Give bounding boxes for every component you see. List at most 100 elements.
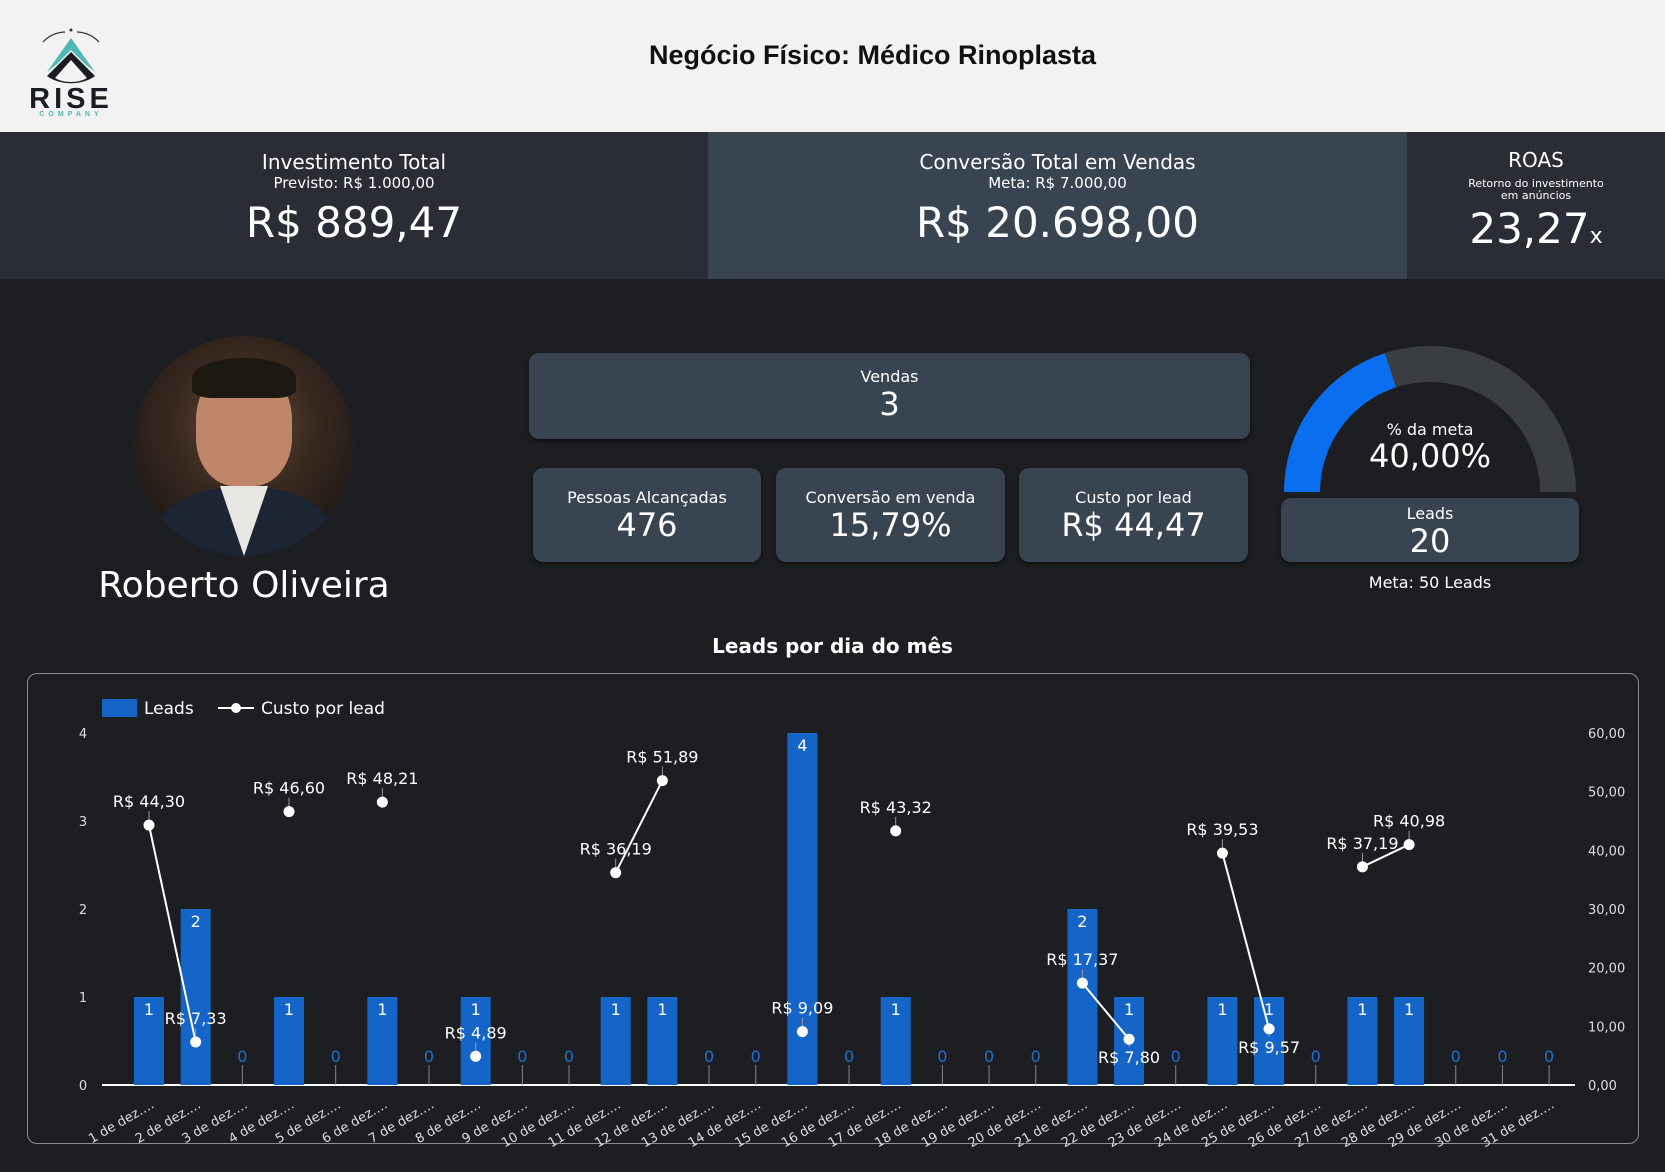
cpl-point xyxy=(1076,977,1088,989)
bar-value-label: 1 xyxy=(1124,1000,1134,1019)
bar-leads xyxy=(274,997,305,1085)
cpl-point xyxy=(610,867,622,879)
svg-text:COMPANY: COMPANY xyxy=(39,111,102,116)
leads-box: Leads 20 xyxy=(1281,498,1579,562)
cpl-point xyxy=(656,775,668,787)
bar-leads xyxy=(134,997,164,1085)
rise-company-logo: RISE COMPANY xyxy=(29,28,113,116)
cpl-point xyxy=(1216,847,1228,859)
left-axis-tick: 4 xyxy=(79,727,87,742)
cpl-value-label: R$ 51,89 xyxy=(626,748,698,767)
metric-value: 3 xyxy=(879,385,900,423)
bar-value-label: 0 xyxy=(564,1047,574,1066)
kpi-subtitle: em anúncios xyxy=(1500,189,1572,202)
bar-value-label: 0 xyxy=(984,1047,994,1066)
left-axis-tick: 1 xyxy=(79,991,87,1006)
bar-value-label: 0 xyxy=(517,1047,527,1066)
cpl-value-label: R$ 7,80 xyxy=(1098,1048,1160,1067)
right-axis-tick: 50,00 xyxy=(1588,786,1625,801)
bar-value-label: 0 xyxy=(1171,1047,1181,1066)
bar-leads xyxy=(880,997,911,1085)
cpl-value-label: R$ 17,37 xyxy=(1046,950,1118,969)
cpl-point xyxy=(190,1036,202,1048)
cpl-value-label: R$ 37,19 xyxy=(1326,834,1398,853)
left-axis-tick: 2 xyxy=(79,903,87,918)
cpl-point xyxy=(796,1026,808,1038)
cpl-value-label: R$ 39,53 xyxy=(1186,820,1258,839)
kpi-title: Conversão Total em Vendas xyxy=(919,150,1196,174)
metric-value: 476 xyxy=(616,506,678,544)
cpl-line-segment xyxy=(148,824,197,1043)
gauge-fill xyxy=(1284,353,1397,493)
profile-name: Roberto Oliveira xyxy=(98,565,390,606)
kpi-title: ROAS xyxy=(1508,148,1564,172)
bar-value-label: 1 xyxy=(377,1000,387,1019)
bar-leads xyxy=(647,997,678,1085)
cpl-line-segment xyxy=(614,780,664,874)
bar-value-label: 1 xyxy=(471,1000,481,1019)
bar-value-label: 0 xyxy=(1544,1047,1554,1066)
cpl-point xyxy=(143,819,155,831)
bar-value-label: 1 xyxy=(1264,1000,1274,1019)
bar-value-label: 1 xyxy=(1404,1000,1414,1019)
kpi-investimento-total: Investimento Total Previsto: R$ 1.000,00… xyxy=(0,132,708,279)
header: RISE COMPANY Negócio Físico: Médico Rino… xyxy=(0,0,1665,132)
page-title: Negócio Físico: Médico Rinoplasta xyxy=(648,40,1097,70)
right-axis-tick: 20,00 xyxy=(1588,962,1625,977)
bar-leads xyxy=(1394,997,1425,1085)
kpi-roas: ROAS Retorno do investimento em anúncios… xyxy=(1407,132,1665,279)
left-axis-tick: 3 xyxy=(79,815,87,830)
cpl-point xyxy=(283,806,295,818)
leads-meta: Meta: 50 Leads xyxy=(1368,573,1492,592)
cpl-line-segment xyxy=(1221,852,1271,1030)
bar-value-label: 0 xyxy=(1031,1047,1041,1066)
right-axis-tick: 10,00 xyxy=(1588,1020,1625,1035)
bar-value-label: 1 xyxy=(1217,1000,1227,1019)
cpl-value-label: R$ 40,98 xyxy=(1373,812,1445,831)
kpi-subtitle: Retorno do investimento xyxy=(1468,177,1604,190)
bar-value-label: 0 xyxy=(1497,1047,1507,1066)
bar-value-label: 0 xyxy=(751,1047,761,1066)
metric-label: Pessoas Alcançadas xyxy=(567,488,727,507)
chart-frame xyxy=(27,673,1639,1144)
leads-label: Leads xyxy=(1406,504,1454,523)
cpl-point xyxy=(1403,839,1415,851)
cpl-value-label: R$ 9,57 xyxy=(1238,1038,1300,1057)
cpl-value-label: R$ 48,21 xyxy=(346,769,418,788)
cpl-value-label: R$ 46,60 xyxy=(253,779,325,798)
bar-leads xyxy=(600,997,631,1085)
cpl-value-label: R$ 43,32 xyxy=(860,798,932,817)
cpl-point xyxy=(1123,1033,1135,1045)
legend-leads-label: Leads xyxy=(144,699,194,719)
metric-conversao-venda: Conversão em venda 15,79% xyxy=(776,468,1005,562)
bar-leads xyxy=(1067,909,1098,1085)
metric-pessoas-alcancadas: Pessoas Alcançadas 476 xyxy=(533,468,761,562)
cpl-value-label: R$ 36,19 xyxy=(580,840,652,859)
bar-value-label: 0 xyxy=(1451,1047,1461,1066)
bar-value-label: 0 xyxy=(844,1047,854,1066)
leads-chart: Leads Custo por lead012340,0010,0020,0030… xyxy=(79,699,1625,1151)
bar-value-label: 0 xyxy=(1311,1047,1321,1066)
bar-value-label: 1 xyxy=(1357,1000,1367,1019)
cpl-point xyxy=(470,1050,482,1062)
gauge-value: 40,00% xyxy=(1368,437,1491,475)
cpl-value-label: R$ 9,09 xyxy=(771,999,833,1018)
goal-gauge xyxy=(1284,346,1576,493)
legend-leads-swatch xyxy=(102,699,137,717)
right-axis-tick: 30,00 xyxy=(1588,903,1625,918)
legend-cpl-marker xyxy=(231,703,241,713)
cpl-point xyxy=(890,825,902,837)
legend-cpl-label: Custo por lead xyxy=(261,699,385,719)
kpi-subtitle: Meta: R$ 7.000,00 xyxy=(988,174,1127,192)
bar-leads xyxy=(1347,997,1378,1085)
cpl-value-label: R$ 44,30 xyxy=(113,792,185,811)
svg-text:RISE: RISE xyxy=(29,83,113,115)
bar-leads xyxy=(1207,997,1238,1085)
gauge-label: % da meta xyxy=(1386,420,1474,439)
bar-leads xyxy=(367,997,398,1085)
bar-value-label: 4 xyxy=(797,736,807,755)
kpi-value: R$ 20.698,00 xyxy=(915,198,1199,247)
cpl-point xyxy=(376,796,388,808)
bar-value-label: 1 xyxy=(611,1000,621,1019)
right-axis-tick: 60,00 xyxy=(1588,727,1625,742)
